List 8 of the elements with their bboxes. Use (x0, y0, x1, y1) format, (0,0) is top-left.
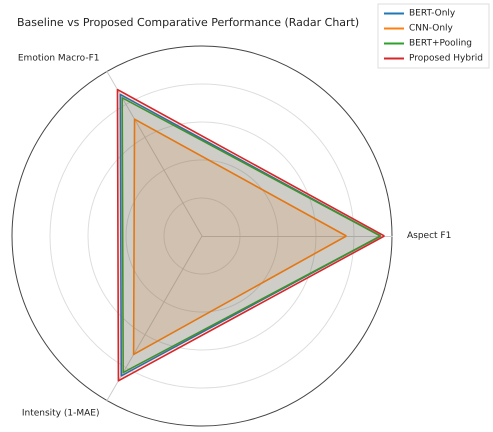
legend-label: BERT-Only (408, 8, 456, 18)
spoke-label: Emotion Macro-F1 (18, 53, 100, 64)
spoke-label: Aspect F1 (407, 231, 452, 241)
legend-label: Proposed Hybrid (408, 54, 484, 64)
legend-label: BERT+Pooling (408, 38, 472, 48)
spoke-label: Intensity (1-MAE) (22, 408, 100, 419)
text: Baseline vs Proposed Comparative Performance (Radar Chart) (17, 16, 360, 29)
legend-label: CNN-Only (408, 24, 454, 34)
